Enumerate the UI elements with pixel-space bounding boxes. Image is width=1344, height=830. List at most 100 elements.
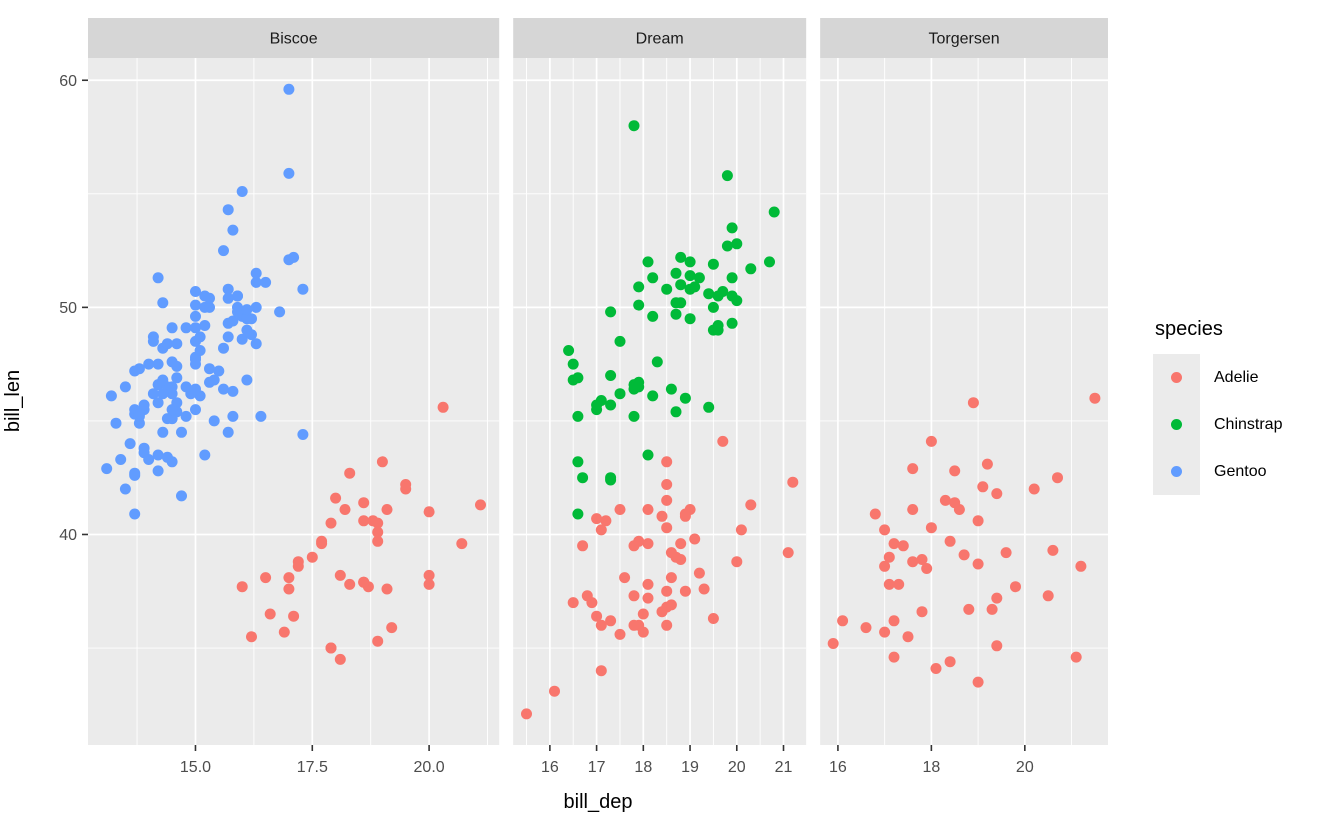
data-point-chinstrap <box>684 270 696 282</box>
data-point-gentoo <box>152 272 164 284</box>
data-point-gentoo <box>157 426 169 438</box>
x-axis-tick-label: 20 <box>1016 759 1034 776</box>
data-point-gentoo <box>222 292 234 304</box>
data-point-gentoo <box>147 388 159 400</box>
data-point-chinstrap <box>642 449 654 461</box>
data-point-chinstrap <box>684 283 696 295</box>
data-point-chinstrap <box>675 279 687 291</box>
data-point-gentoo <box>176 426 187 438</box>
data-point-adelie <box>306 551 318 563</box>
data-point-gentoo <box>246 329 257 341</box>
data-point-adelie <box>614 628 626 640</box>
x-axis-tick-label: 17 <box>588 759 606 776</box>
data-point-chinstrap <box>726 222 738 234</box>
data-point-gentoo <box>227 385 239 397</box>
data-point-chinstrap <box>670 297 682 309</box>
data-point-adelie <box>949 497 961 509</box>
data-point-chinstrap <box>628 120 640 132</box>
data-point-gentoo <box>152 397 164 409</box>
data-point-gentoo <box>250 301 262 313</box>
data-point-gentoo <box>157 374 169 386</box>
facet-strip <box>513 18 807 58</box>
data-point-gentoo <box>180 381 192 393</box>
data-point-adelie <box>1089 392 1101 404</box>
data-point-adelie <box>475 499 486 511</box>
data-point-adelie <box>972 515 984 527</box>
legend-item-chinstrap: Chinstrap <box>1153 401 1282 448</box>
legend-key <box>1153 354 1200 401</box>
data-point-adelie <box>661 522 673 534</box>
data-point-adelie <box>372 526 384 538</box>
data-point-adelie <box>888 615 900 627</box>
data-point-chinstrap <box>567 358 579 370</box>
data-point-gentoo <box>218 383 229 395</box>
y-axis-title: bill_len <box>2 369 24 433</box>
data-point-adelie <box>893 578 905 590</box>
data-point-adelie <box>991 640 1003 652</box>
data-point-adelie <box>456 538 468 550</box>
data-point-gentoo <box>283 83 295 95</box>
data-point-adelie <box>1000 547 1012 559</box>
data-point-gentoo <box>274 306 286 318</box>
y-axis-tick-label: 60 <box>59 73 77 90</box>
data-point-adelie <box>949 465 961 477</box>
data-point-adelie <box>372 535 384 547</box>
data-point-adelie <box>614 504 626 515</box>
data-point-gentoo <box>241 313 253 325</box>
facet-strip <box>88 18 500 58</box>
data-point-adelie <box>1010 581 1021 593</box>
data-point-gentoo <box>204 301 215 313</box>
data-point-chinstrap <box>633 299 645 311</box>
data-point-adelie <box>656 606 668 618</box>
data-point-adelie <box>689 533 701 545</box>
x-axis-tick-label: 16 <box>541 759 559 776</box>
data-point-adelie <box>334 569 346 581</box>
data-point-adelie <box>827 638 839 649</box>
data-point-adelie <box>916 606 928 618</box>
data-point-adelie <box>283 583 295 595</box>
data-point-adelie <box>642 578 654 590</box>
data-point-adelie <box>967 397 979 409</box>
data-point-adelie <box>944 656 956 668</box>
data-point-adelie <box>745 499 757 511</box>
data-point-chinstrap <box>670 308 682 320</box>
data-point-adelie <box>907 556 919 568</box>
data-point-gentoo <box>297 429 309 440</box>
data-point-adelie <box>260 572 272 584</box>
data-point-gentoo <box>129 365 141 377</box>
x-axis-tick-label: 15.0 <box>180 759 211 776</box>
data-point-gentoo <box>232 306 243 318</box>
data-point-adelie <box>358 497 370 509</box>
data-point-gentoo <box>152 358 164 370</box>
data-point-gentoo <box>222 331 234 343</box>
data-point-chinstrap <box>679 392 691 404</box>
legend-keys: Adelie Chinstrap Gentoo <box>1153 354 1282 495</box>
x-axis-tick-label: 17.5 <box>297 759 328 776</box>
data-point-gentoo <box>241 304 253 316</box>
data-point-gentoo <box>166 322 178 334</box>
data-point-gentoo <box>250 267 262 279</box>
x-axis-tick-label: 18 <box>922 759 940 776</box>
data-point-adelie <box>907 463 919 475</box>
data-point-gentoo <box>190 299 201 311</box>
data-point-adelie <box>339 504 351 515</box>
data-point-chinstrap <box>647 390 659 402</box>
data-point-adelie <box>1028 483 1040 495</box>
data-point-adelie <box>860 622 872 634</box>
data-point-adelie <box>916 554 928 565</box>
data-point-gentoo <box>204 363 215 375</box>
panel-background <box>513 58 807 745</box>
data-point-gentoo <box>129 508 141 520</box>
x-axis-tick-label: 18 <box>634 759 652 776</box>
facet-strip <box>820 18 1108 58</box>
data-point-adelie <box>595 665 607 677</box>
data-point-adelie <box>897 540 909 552</box>
data-point-adelie <box>600 515 612 527</box>
data-point-gentoo <box>129 467 141 479</box>
data-point-gentoo <box>171 360 183 372</box>
data-point-chinstrap <box>647 310 659 322</box>
data-point-adelie <box>325 642 337 654</box>
data-point-gentoo <box>260 276 272 288</box>
data-point-chinstrap <box>577 472 589 484</box>
data-point-chinstrap <box>726 290 738 302</box>
